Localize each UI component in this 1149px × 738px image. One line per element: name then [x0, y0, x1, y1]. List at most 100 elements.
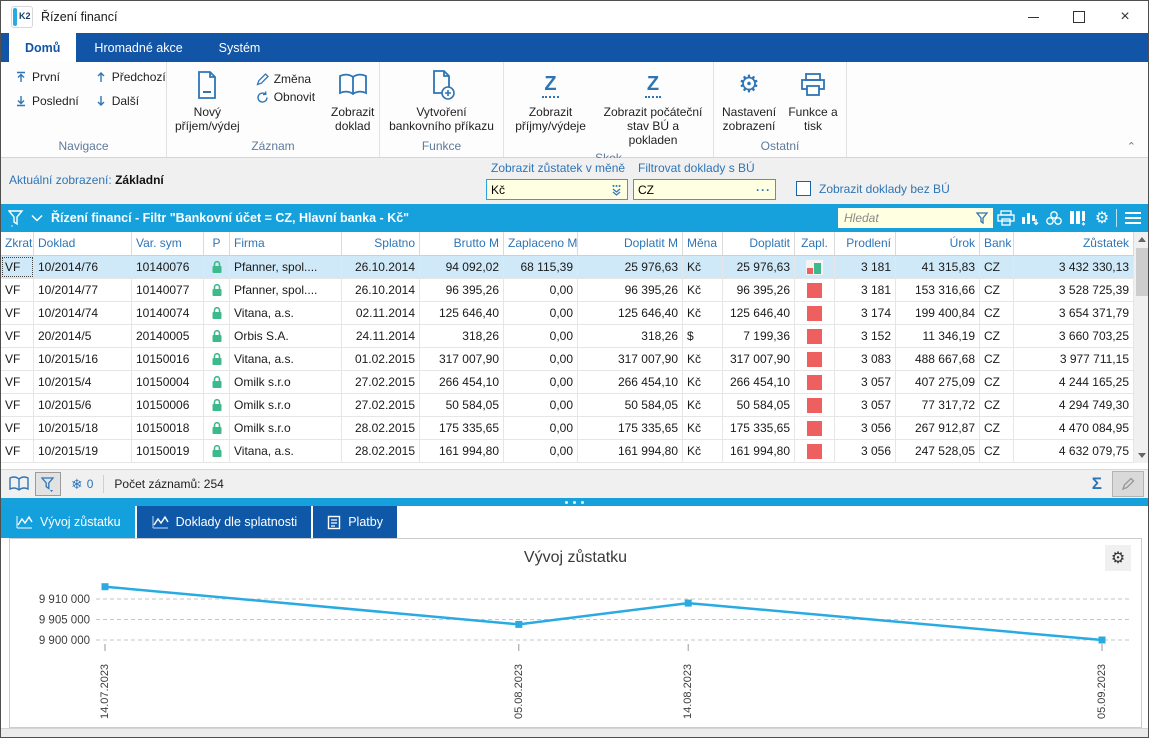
table-cell-doklad[interactable]: 10/2014/76 — [34, 256, 132, 278]
columns-button[interactable] — [1067, 206, 1089, 230]
table-cell-urok[interactable]: 77 317,72 — [896, 394, 980, 416]
table-cell-varsym[interactable]: 10150016 — [132, 348, 204, 370]
change-button[interactable]: Změna — [250, 70, 321, 88]
table-cell-brutto[interactable]: 175 335,65 — [420, 417, 504, 439]
ellipsis-icon[interactable]: ··· — [756, 182, 771, 197]
table-cell-zkratka[interactable]: VF — [1, 302, 34, 324]
table-cell-firma[interactable]: Omilk s.r.o — [230, 394, 342, 416]
close-button[interactable]: × — [1102, 1, 1148, 33]
previous-button[interactable]: Předchozí — [89, 68, 172, 86]
table-cell-urok[interactable]: 199 400,84 — [896, 302, 980, 324]
table-cell-p[interactable] — [204, 302, 230, 324]
show-docs-without-bu-checkbox[interactable] — [796, 181, 811, 196]
table-cell-zapl[interactable] — [795, 302, 835, 324]
table-cell-firma[interactable]: Vitana, a.s. — [230, 302, 342, 324]
table-cell-doklad[interactable]: 10/2015/16 — [34, 348, 132, 370]
table-cell-firma[interactable]: Vitana, a.s. — [230, 348, 342, 370]
table-cell-zaplaceno[interactable]: 0,00 — [504, 348, 578, 370]
table-cell-firma[interactable]: Omilk s.r.o — [230, 417, 342, 439]
table-cell-mena[interactable]: Kč — [683, 440, 723, 462]
book-icon[interactable] — [9, 476, 29, 492]
first-button[interactable]: První — [9, 68, 85, 86]
table-cell-urok[interactable]: 247 528,05 — [896, 440, 980, 462]
table-cell-doklad[interactable]: 10/2015/4 — [34, 371, 132, 393]
create-bank-order-button[interactable]: Vytvoření bankovního příkazu — [384, 66, 499, 135]
table-cell-prodleni[interactable]: 3 057 — [835, 394, 896, 416]
column-header-doklad[interactable]: Doklad — [34, 232, 132, 255]
vertical-scrollbar[interactable] — [1134, 232, 1148, 463]
table-cell-firma[interactable]: Pfanner, spol.... — [230, 256, 342, 278]
table-cell-zapl[interactable] — [795, 417, 835, 439]
table-cell-zkratka[interactable]: VF — [1, 348, 34, 370]
sum-sigma-icon[interactable]: Σ — [1091, 474, 1102, 493]
column-header-zkratka[interactable]: Zkratka — [1, 232, 34, 255]
table-cell-mena[interactable]: Kč — [683, 417, 723, 439]
column-header-firma[interactable]: Firma — [230, 232, 342, 255]
filter-toggle-button[interactable] — [35, 472, 61, 496]
table-cell-p[interactable] — [204, 440, 230, 462]
table-cell-p[interactable] — [204, 348, 230, 370]
column-header-p[interactable]: P — [204, 232, 230, 255]
table-cell-brutto[interactable]: 317 007,90 — [420, 348, 504, 370]
table-cell-zkratka[interactable]: VF — [1, 417, 34, 439]
table-row[interactable]: VF 10/2014/76 10140076 Pfanner, spol.... 26.… — [1, 256, 1134, 279]
column-header-zaplaceno[interactable]: Zaplaceno M — [504, 232, 578, 255]
chart-settings-button[interactable]: ⚙ — [1105, 545, 1131, 571]
table-cell-splatno[interactable]: 28.02.2015 — [342, 417, 420, 439]
table-cell-doplatit[interactable]: 50 584,05 — [723, 394, 795, 416]
scroll-up-button[interactable] — [1134, 232, 1148, 247]
table-cell-zustatek[interactable]: 4 632 079,75 — [1014, 440, 1134, 462]
table-cell-zaplaceno[interactable]: 0,00 — [504, 302, 578, 324]
table-cell-doklad[interactable]: 10/2014/74 — [34, 302, 132, 324]
table-cell-urok[interactable]: 267 912,87 — [896, 417, 980, 439]
table-cell-bank[interactable]: CZ — [980, 371, 1014, 393]
table-cell-zustatek[interactable]: 3 654 371,79 — [1014, 302, 1134, 324]
column-header-varsym[interactable]: Var. sym — [132, 232, 204, 255]
column-header-zustatek[interactable]: Zůstatek — [1014, 232, 1134, 255]
table-cell-zaplaceno[interactable]: 68 115,39 — [504, 256, 578, 278]
table-cell-zaplaceno[interactable]: 0,00 — [504, 394, 578, 416]
table-cell-bank[interactable]: CZ — [980, 440, 1014, 462]
table-cell-zkratka[interactable]: VF — [1, 256, 34, 278]
table-cell-varsym[interactable]: 10150018 — [132, 417, 204, 439]
table-cell-prodleni[interactable]: 3 083 — [835, 348, 896, 370]
table-cell-zapl[interactable] — [795, 348, 835, 370]
table-cell-p[interactable] — [204, 325, 230, 347]
table-cell-firma[interactable]: Orbis S.A. — [230, 325, 342, 347]
new-income-expense-button[interactable]: Nový příjem/výdej — [171, 66, 244, 135]
table-cell-p[interactable] — [204, 371, 230, 393]
table-cell-varsym[interactable]: 10140076 — [132, 256, 204, 278]
print-button[interactable] — [995, 206, 1017, 230]
table-cell-varsym[interactable]: 20140005 — [132, 325, 204, 347]
column-header-urok[interactable]: Úrok — [896, 232, 980, 255]
table-cell-doplatit[interactable]: 317 007,90 — [723, 348, 795, 370]
table-cell-doplatit[interactable]: 7 199,36 — [723, 325, 795, 347]
search-box[interactable] — [838, 208, 993, 228]
table-cell-bank[interactable]: CZ — [980, 417, 1014, 439]
table-cell-varsym[interactable]: 10140074 — [132, 302, 204, 324]
bu-combo[interactable]: CZ ··· — [633, 179, 776, 200]
table-cell-firma[interactable]: Omilk s.r.o — [230, 371, 342, 393]
column-header-mena[interactable]: Měna — [683, 232, 723, 255]
table-cell-doplatit[interactable]: 175 335,65 — [723, 417, 795, 439]
show-initial-balance-button[interactable]: Z Zobrazit počáteční stav BÚ a pokladen — [603, 72, 703, 148]
table-cell-doplatit[interactable]: 125 646,40 — [723, 302, 795, 324]
table-cell-prodleni[interactable]: 3 057 — [835, 371, 896, 393]
table-cell-mena[interactable]: Kč — [683, 371, 723, 393]
table-cell-brutto[interactable]: 96 395,26 — [420, 279, 504, 301]
collapse-ribbon-button[interactable]: ⌃ — [1126, 141, 1136, 153]
chevron-down-icon[interactable] — [31, 214, 43, 222]
table-cell-doplatit_m[interactable]: 317 007,90 — [578, 348, 683, 370]
table-cell-prodleni[interactable]: 3 181 — [835, 279, 896, 301]
tab-vyvoj-zustatku[interactable]: Vývoj zůstatku — [1, 506, 135, 538]
tab-system[interactable]: Systém — [218, 40, 261, 55]
dropdown-icon[interactable] — [610, 184, 623, 196]
table-cell-doplatit[interactable]: 96 395,26 — [723, 279, 795, 301]
table-row[interactable]: VF 10/2015/16 10150016 Vitana, a.s. 01.02.20… — [1, 348, 1134, 371]
view-settings-button[interactable]: ⚙ Nastavení zobrazení — [722, 71, 777, 134]
refresh-button[interactable]: Obnovit — [250, 88, 321, 106]
table-cell-bank[interactable]: CZ — [980, 279, 1014, 301]
table-cell-bank[interactable]: CZ — [980, 256, 1014, 278]
table-row[interactable]: VF 10/2015/4 10150004 Omilk s.r.o 27.02.2015… — [1, 371, 1134, 394]
table-cell-urok[interactable]: 153 316,66 — [896, 279, 980, 301]
